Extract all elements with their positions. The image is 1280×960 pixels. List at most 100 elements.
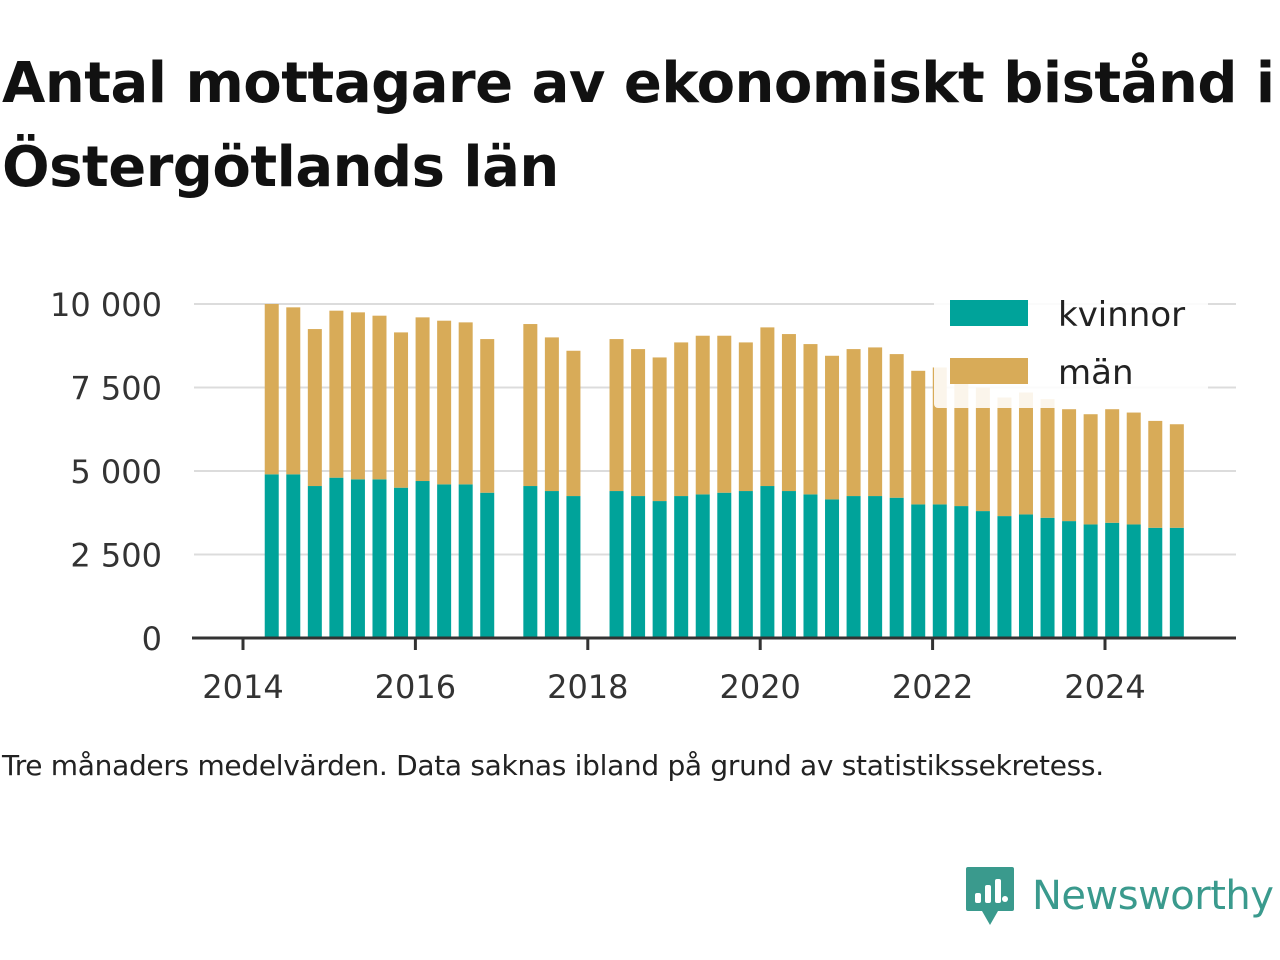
y-tick-label: 2 500 bbox=[70, 537, 162, 575]
bar-man bbox=[997, 397, 1012, 517]
x-tick-label: 2018 bbox=[547, 668, 628, 706]
bar-man bbox=[911, 370, 926, 505]
legend-swatch-man bbox=[950, 358, 1028, 384]
bar-man bbox=[1148, 420, 1163, 528]
bar-man bbox=[868, 347, 883, 497]
bar-kvinnor bbox=[609, 491, 624, 638]
y-tick-label: 0 bbox=[142, 620, 162, 658]
chart-title: Antal mottagare av ekonomiskt bistånd i … bbox=[2, 51, 1275, 200]
bar-kvinnor bbox=[480, 492, 495, 638]
bar-kvinnor bbox=[264, 474, 279, 638]
bar-man bbox=[760, 327, 775, 487]
bar-man bbox=[544, 337, 559, 492]
x-tick-label: 2014 bbox=[202, 668, 283, 706]
bar-man bbox=[1126, 412, 1141, 525]
bar-kvinnor bbox=[1148, 527, 1163, 638]
newsworthy-logo-icon bbox=[966, 867, 1014, 925]
bar-kvinnor bbox=[394, 487, 409, 638]
bar-kvinnor bbox=[781, 491, 796, 638]
bar-kvinnor bbox=[1105, 522, 1120, 638]
bar-kvinnor bbox=[437, 484, 452, 638]
bar-man bbox=[458, 322, 473, 485]
bar-man bbox=[415, 317, 430, 482]
bar-kvinnor bbox=[889, 497, 904, 638]
bar-man bbox=[1105, 409, 1120, 523]
bar-man bbox=[307, 329, 322, 487]
bar-man bbox=[652, 357, 667, 502]
bar-kvinnor bbox=[523, 486, 538, 638]
bar-man bbox=[264, 304, 279, 475]
bar-man bbox=[825, 355, 840, 500]
bar-man bbox=[350, 312, 365, 480]
bar-man bbox=[889, 354, 904, 498]
bar-man bbox=[695, 335, 710, 495]
bar-kvinnor bbox=[738, 491, 753, 638]
y-tick-label: 10 000 bbox=[50, 286, 162, 324]
bar-man bbox=[1062, 409, 1077, 522]
newsworthy-brand[interactable]: Newsworthy bbox=[964, 864, 1274, 928]
legend: kvinnor män bbox=[934, 288, 1208, 408]
x-tick-label: 2016 bbox=[375, 668, 456, 706]
bar-man bbox=[717, 335, 732, 493]
bar-kvinnor bbox=[329, 477, 344, 638]
bar-man bbox=[437, 320, 452, 485]
bar-man bbox=[609, 339, 624, 492]
bar-man bbox=[394, 332, 409, 488]
x-tick-label: 2020 bbox=[719, 668, 800, 706]
stacked-bar-chart: 0 2 500 5 000 7 500 10 000 2014 2016 2018 2020 20… bbox=[50, 286, 1236, 706]
bar-kvinnor bbox=[695, 494, 710, 638]
bar-man bbox=[1018, 392, 1033, 515]
brand-name: Newsworthy bbox=[1032, 873, 1274, 919]
bar-man bbox=[631, 349, 646, 497]
bar-man bbox=[329, 310, 344, 478]
bar-kvinnor bbox=[954, 506, 969, 638]
bar-kvinnor bbox=[803, 494, 818, 638]
bar-kvinnor bbox=[1169, 527, 1184, 638]
bar-kvinnor bbox=[1018, 514, 1033, 638]
bar-man bbox=[1040, 399, 1055, 518]
bar-kvinnor bbox=[674, 496, 689, 638]
axis-layer: 0 2 500 5 000 7 500 10 000 2014 2016 2018 2020 20… bbox=[50, 286, 1236, 706]
bar-man bbox=[286, 307, 301, 475]
legend-swatch-kvinnor bbox=[950, 300, 1028, 326]
bar-layer bbox=[264, 304, 1184, 638]
bar-man bbox=[372, 315, 387, 480]
bar-kvinnor bbox=[372, 479, 387, 638]
bar-kvinnor bbox=[350, 479, 365, 638]
y-tick-label: 5 000 bbox=[70, 453, 162, 491]
bar-man bbox=[975, 387, 990, 512]
x-tick-label: 2024 bbox=[1064, 668, 1145, 706]
bar-kvinnor bbox=[631, 496, 646, 638]
bar-kvinnor bbox=[1062, 521, 1077, 638]
bar-kvinnor bbox=[825, 499, 840, 638]
bar-man bbox=[954, 375, 969, 507]
bar-man bbox=[846, 349, 861, 497]
bar-kvinnor bbox=[566, 496, 581, 638]
bar-kvinnor bbox=[846, 496, 861, 638]
x-tick-label: 2022 bbox=[892, 668, 973, 706]
legend-label-kvinnor: kvinnor bbox=[1058, 295, 1185, 335]
chart-caption: Tre månaders medelvärden. Data saknas ib… bbox=[2, 749, 1104, 782]
bar-kvinnor bbox=[997, 516, 1012, 638]
bar-man bbox=[781, 334, 796, 492]
bar-man bbox=[1169, 424, 1184, 528]
bar-kvinnor bbox=[760, 486, 775, 638]
bar-kvinnor bbox=[717, 492, 732, 638]
bar-man bbox=[803, 344, 818, 495]
bar-kvinnor bbox=[286, 474, 301, 638]
bar-kvinnor bbox=[868, 496, 883, 638]
bar-kvinnor bbox=[458, 484, 473, 638]
bar-man bbox=[674, 342, 689, 497]
bar-kvinnor bbox=[975, 511, 990, 638]
bar-man bbox=[480, 339, 495, 493]
bar-kvinnor bbox=[1126, 524, 1141, 638]
legend-label-man: män bbox=[1058, 353, 1134, 393]
bar-man bbox=[566, 350, 581, 497]
bar-kvinnor bbox=[911, 504, 926, 638]
bar-kvinnor bbox=[1040, 517, 1055, 638]
bar-kvinnor bbox=[544, 491, 559, 638]
bar-man bbox=[738, 342, 753, 492]
bar-man bbox=[523, 324, 538, 487]
bar-kvinnor bbox=[652, 501, 667, 638]
bar-kvinnor bbox=[415, 481, 430, 638]
